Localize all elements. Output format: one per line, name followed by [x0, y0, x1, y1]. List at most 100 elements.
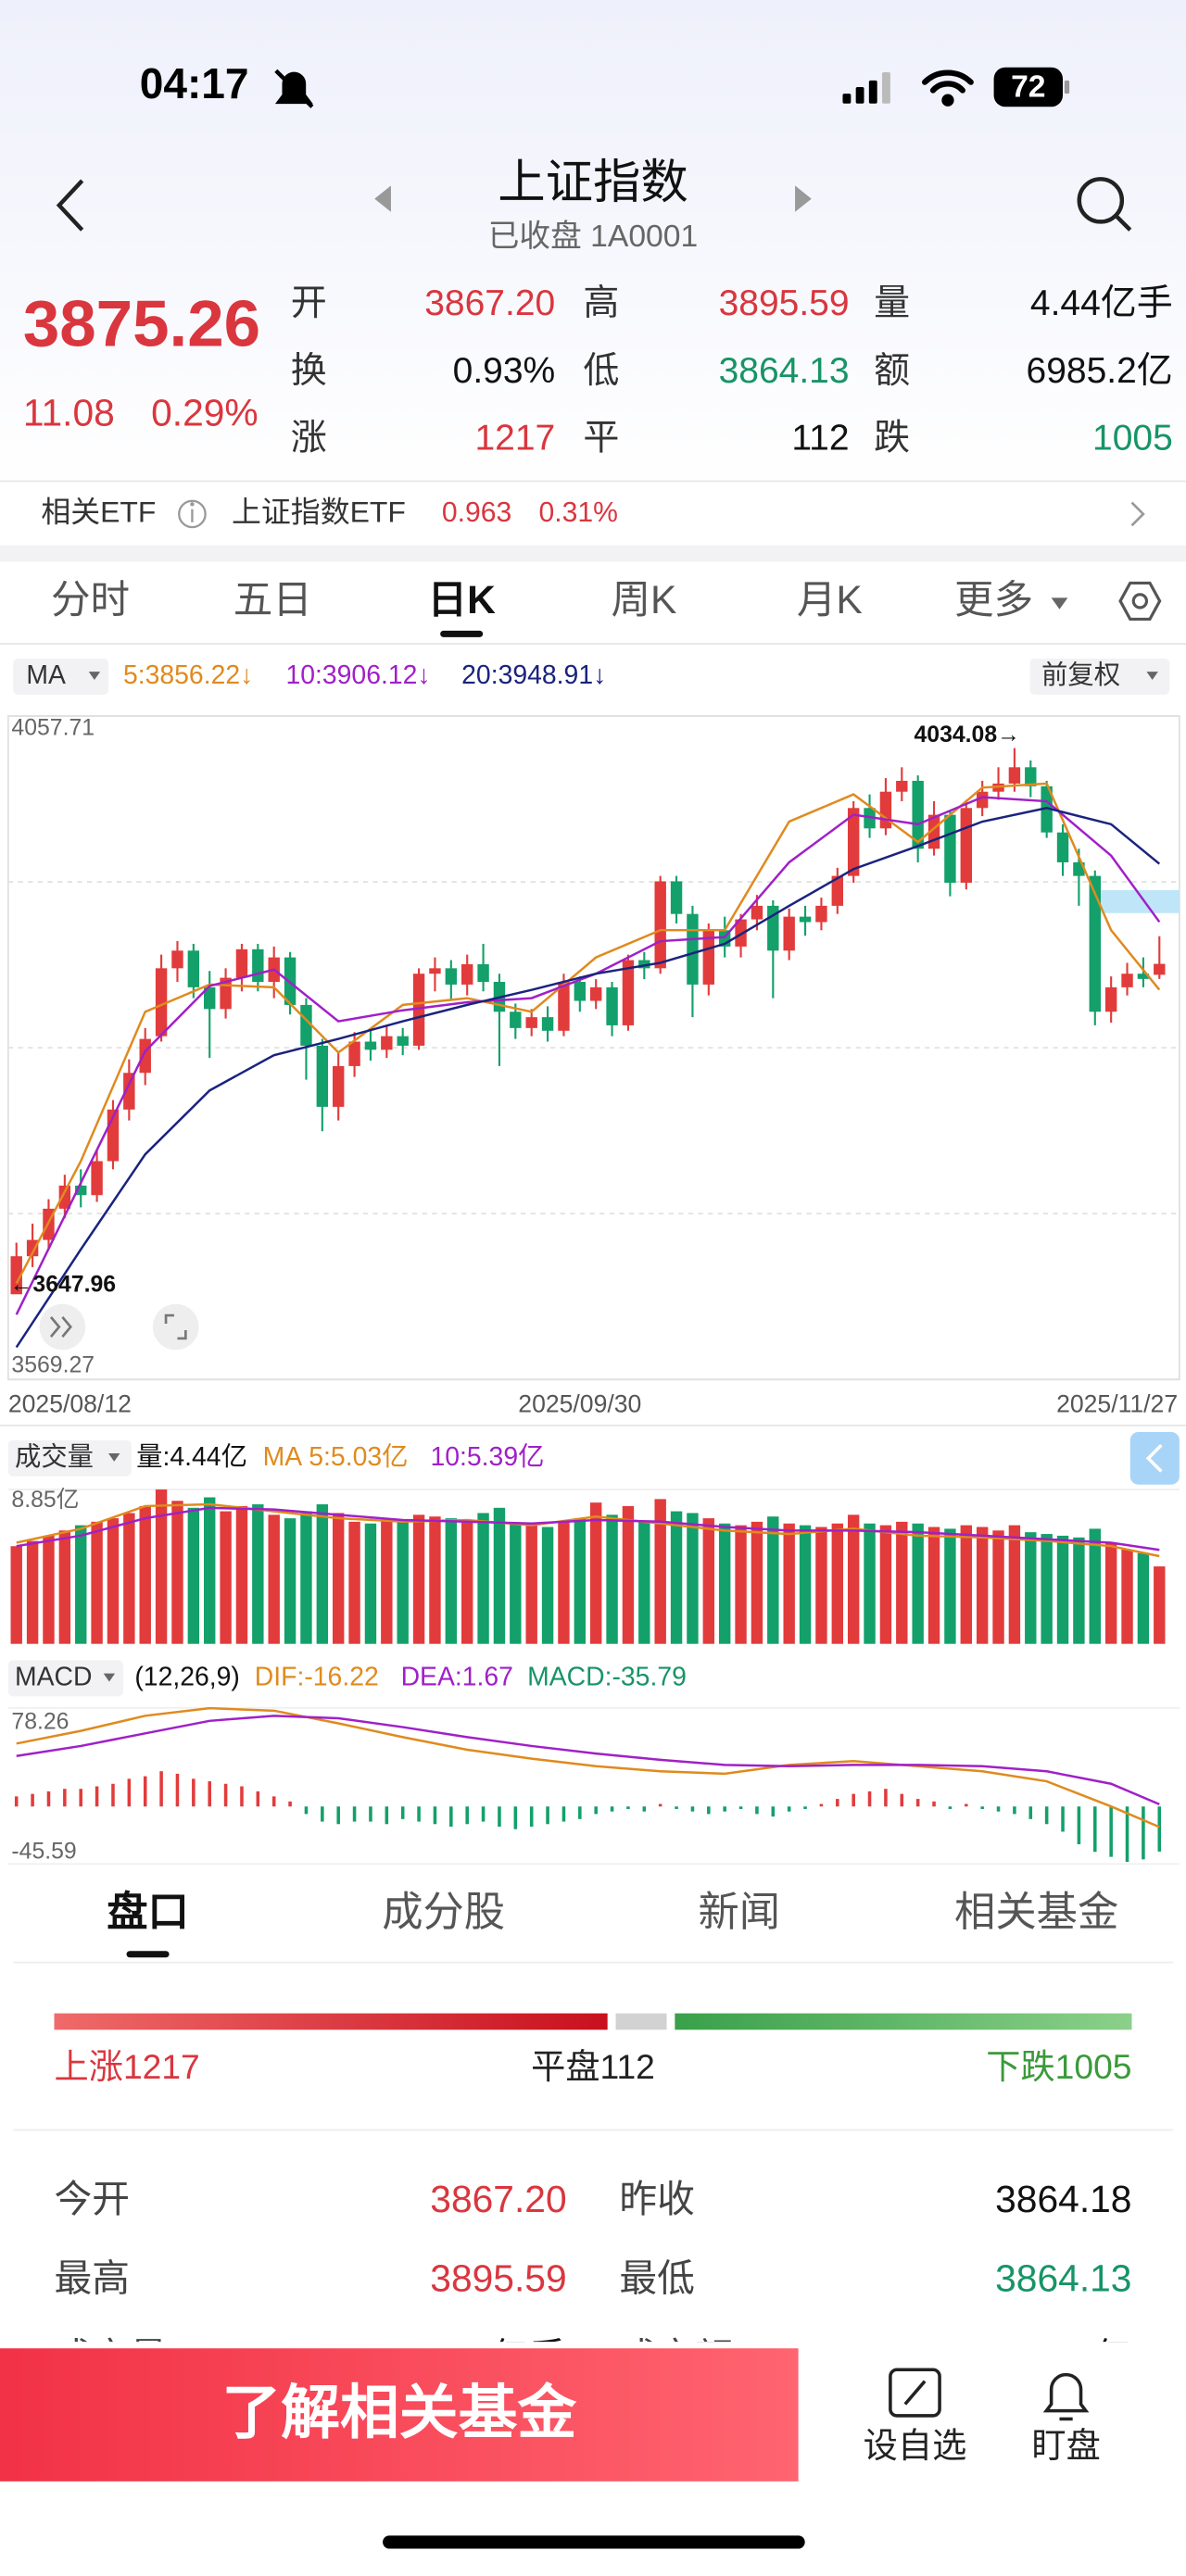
- volume-bar: [381, 1519, 393, 1644]
- breadth-text: 下跌: [986, 2047, 1054, 2086]
- ma-label[interactable]: MA: [26, 660, 66, 690]
- legend-entry: DIF:-16.22: [255, 1662, 379, 1691]
- candle-body: [912, 780, 924, 849]
- field-label: 量: [874, 283, 910, 323]
- breadth-flat: [615, 2013, 667, 2030]
- volume-bar: [123, 1513, 135, 1644]
- fullscreen-button[interactable]: [152, 1303, 199, 1351]
- candle-body: [187, 950, 200, 987]
- volume-bar: [1104, 1542, 1117, 1644]
- volume-bar: [204, 1497, 216, 1644]
- prev-button[interactable]: [374, 185, 391, 212]
- bottom-tab[interactable]: 盘口: [107, 1890, 189, 1935]
- annotation: 4034.08→: [915, 723, 1020, 748]
- candle-body: [1056, 832, 1069, 862]
- macd-title[interactable]: MACD: [15, 1662, 93, 1691]
- next-button[interactable]: [795, 185, 812, 212]
- candle-body: [171, 950, 183, 969]
- candle-body: [638, 960, 650, 969]
- status-time: 04:17: [140, 59, 249, 107]
- volume-bar: [783, 1523, 795, 1644]
- watch-label[interactable]: 设自选: [864, 2426, 967, 2465]
- y-tick-label: 78.26: [11, 1709, 69, 1734]
- macd-value: MACD:-35.79: [527, 1662, 687, 1691]
- volume-bar: [976, 1527, 989, 1644]
- ma-line: [15, 796, 1161, 1315]
- volume-bar: [1073, 1537, 1085, 1644]
- candle-body: [687, 913, 699, 985]
- field-label: 换: [291, 351, 327, 391]
- bottom-tab[interactable]: 新闻: [698, 1890, 780, 1935]
- watch-icon[interactable]: [889, 2368, 941, 2418]
- volume-current: 量:4.44亿: [136, 1442, 247, 1472]
- battery-tip: [1064, 80, 1070, 94]
- etf-chevron[interactable]: [1130, 501, 1145, 527]
- settings-icon[interactable]: [1118, 581, 1162, 622]
- candle-body: [477, 963, 489, 982]
- volume-bar: [284, 1518, 296, 1644]
- breadth-label: 平盘112: [531, 2047, 655, 2086]
- volume-bar: [235, 1505, 248, 1644]
- volume-bar: [735, 1525, 747, 1644]
- monitor-label[interactable]: 盯盘: [1031, 2426, 1100, 2465]
- candle-body: [654, 881, 666, 969]
- ma-selector[interactable]: [13, 658, 109, 695]
- breadth-text: 112: [600, 2047, 655, 2086]
- adjust-selector[interactable]: [1029, 658, 1170, 695]
- etf-name[interactable]: 上证指数ETF: [232, 495, 406, 528]
- volume-bar: [1154, 1566, 1166, 1644]
- volume-bar: [477, 1513, 489, 1644]
- volume-bar: [638, 1521, 650, 1644]
- wifi-icon: [922, 69, 974, 107]
- volume-bar: [670, 1511, 683, 1644]
- volume-bar: [574, 1518, 587, 1644]
- battery-icon: [993, 67, 1064, 107]
- volume-ma-line: [16, 1502, 1160, 1558]
- period-tab[interactable]: 五日: [233, 578, 312, 622]
- macd-selector[interactable]: [7, 1660, 123, 1697]
- candle-body: [510, 1012, 522, 1028]
- period-tab[interactable]: 更多: [954, 578, 1033, 622]
- legend-entry: 20:3948.91↓: [461, 660, 606, 690]
- period-tab[interactable]: 分时: [51, 578, 130, 622]
- legend-entry: 10:5.39亿: [430, 1442, 544, 1472]
- period-tab[interactable]: 月K: [797, 578, 863, 622]
- period-tab[interactable]: 周K: [612, 578, 677, 622]
- breadth-label: 上涨1217: [55, 2047, 200, 2086]
- bottom-tab[interactable]: 相关基金: [954, 1890, 1118, 1935]
- etf-pct: 0.31%: [538, 497, 617, 528]
- x-tick-label: 2025/08/12: [8, 1390, 132, 1418]
- adjust-label[interactable]: 前复权: [1041, 660, 1120, 690]
- ma-line: [15, 782, 1161, 1285]
- detail-label: 最高: [55, 2256, 131, 2299]
- candle-body: [333, 1065, 345, 1107]
- fund-button[interactable]: [0, 2348, 799, 2482]
- volume-bar: [687, 1513, 699, 1644]
- collapse-button[interactable]: [39, 1303, 86, 1351]
- side-tab[interactable]: [1129, 1431, 1180, 1485]
- candle-body: [1041, 785, 1053, 833]
- volume-bar: [26, 1540, 39, 1644]
- volume-selector[interactable]: [7, 1439, 132, 1476]
- volume-bar: [799, 1525, 812, 1644]
- volume-bar: [461, 1519, 473, 1644]
- tab-underline: [440, 630, 484, 637]
- monitor-icon[interactable]: [1042, 2372, 1090, 2421]
- candle-body: [1104, 986, 1117, 1012]
- field-label: 高: [583, 283, 619, 323]
- volume-bar: [1008, 1525, 1021, 1644]
- volume-bar: [510, 1523, 522, 1644]
- volume-bar: [622, 1505, 635, 1644]
- search-button[interactable]: [1077, 177, 1132, 232]
- detail-value: 3864.13: [995, 2256, 1131, 2299]
- back-button[interactable]: [56, 179, 84, 232]
- candle-body: [139, 1038, 151, 1074]
- field-label: 涨: [291, 418, 327, 458]
- legend-entry: 5:5.03亿: [309, 1442, 408, 1472]
- bottom-tab[interactable]: 成分股: [382, 1890, 505, 1935]
- volume-title[interactable]: 成交量: [15, 1442, 94, 1472]
- breadth: 上涨1217 平盘112 下跌1005: [54, 2013, 1131, 2086]
- field-value: 6985.2亿: [1027, 351, 1173, 391]
- period-tab[interactable]: 日K: [428, 578, 497, 622]
- candle-body: [1154, 963, 1166, 975]
